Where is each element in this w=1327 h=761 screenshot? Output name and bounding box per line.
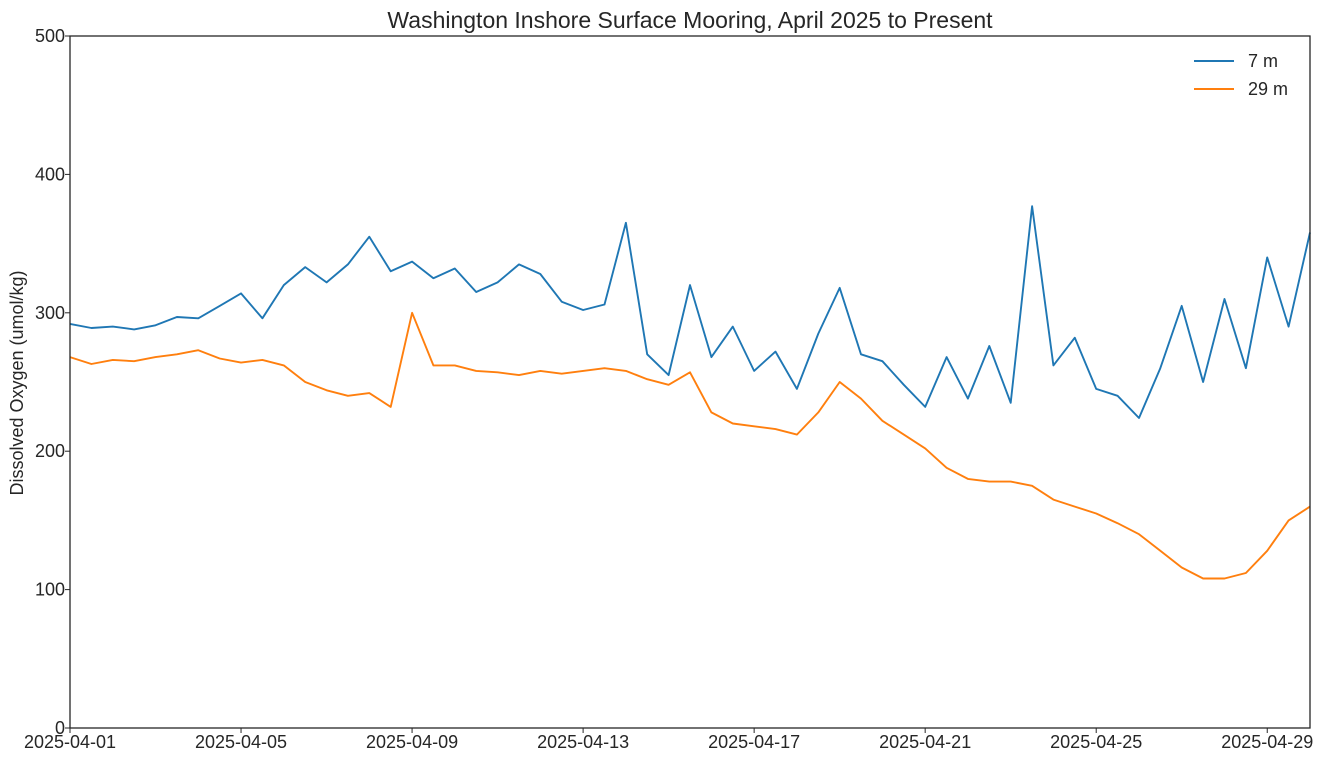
y-tick-label: 400 [35, 164, 65, 184]
series-line-1 [69, 311, 1311, 580]
series-lines [69, 205, 1311, 580]
y-tick-label: 500 [35, 26, 65, 46]
x-tick-label: 2025-04-05 [195, 732, 287, 752]
legend-label: 29 m [1248, 79, 1288, 99]
y-axis-label: Dissolved Oxygen (umol/kg) [7, 270, 27, 495]
x-tick-label: 2025-04-17 [708, 732, 800, 752]
x-tick-label: 2025-04-29 [1221, 732, 1313, 752]
axis-ticks: 0 100 200 300 400 500 2025-04-01 2025-04-05 2025… [24, 26, 1313, 752]
x-tick-label: 2025-04-09 [366, 732, 458, 752]
legend-label: 7 m [1248, 51, 1278, 71]
legend: 7 m 29 m [1194, 51, 1288, 99]
x-tick-label: 2025-04-01 [24, 732, 116, 752]
y-tick-label: 300 [35, 303, 65, 323]
chart-title: Washington Inshore Surface Mooring, Apri… [387, 7, 993, 33]
x-tick-label: 2025-04-13 [537, 732, 629, 752]
y-tick-label: 200 [35, 441, 65, 461]
y-tick-label: 100 [35, 580, 65, 600]
series-line-0 [69, 205, 1311, 419]
y-tick-label: 0 [55, 718, 65, 738]
x-tick-label: 2025-04-25 [1050, 732, 1142, 752]
x-tick-label: 2025-04-21 [879, 732, 971, 752]
plot-frame [69, 35, 1311, 729]
